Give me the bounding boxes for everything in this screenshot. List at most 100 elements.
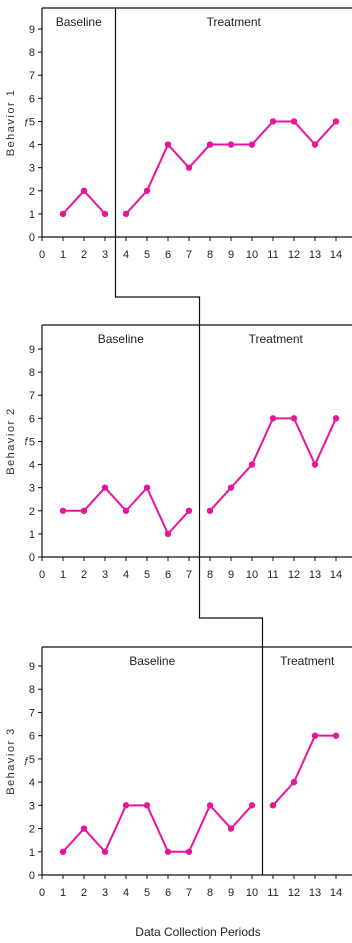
- data-point: [311, 141, 319, 148]
- data-point: [332, 732, 340, 739]
- x-tick-label: 5: [144, 249, 150, 261]
- data-point: [206, 802, 214, 809]
- y-tick-label: 0: [29, 552, 35, 564]
- y-tick-label: 3: [29, 800, 35, 812]
- y-tick-label: 5: [29, 116, 35, 128]
- x-tick-label: 3: [102, 569, 108, 581]
- data-point: [164, 848, 172, 855]
- data-point: [80, 825, 88, 832]
- y-tick-label: 0: [29, 232, 35, 244]
- data-point: [248, 141, 256, 148]
- phase-label-baseline: Baseline: [129, 654, 175, 668]
- x-tick-label: 3: [102, 887, 108, 899]
- x-tick-label: 7: [186, 249, 192, 261]
- y-tick-label: 8: [29, 47, 35, 59]
- x-tick-label: 10: [246, 887, 258, 899]
- x-tick-label: 5: [144, 887, 150, 899]
- data-point: [143, 802, 151, 809]
- y-tick-label: 0: [29, 870, 35, 882]
- data-point: [143, 187, 151, 194]
- data-point: [80, 507, 88, 514]
- x-tick-label: 13: [309, 569, 321, 581]
- data-point: [206, 507, 214, 514]
- x-tick-label: 9: [228, 569, 234, 581]
- y-tick-label: 2: [29, 186, 35, 198]
- x-tick-label: 8: [207, 249, 213, 261]
- data-point: [290, 415, 298, 422]
- phase-label-treatment: Treatment: [280, 654, 335, 668]
- y-tick-label: 8: [29, 684, 35, 696]
- y-tick-label: 1: [29, 209, 35, 221]
- y-tick-label: 3: [29, 163, 35, 175]
- data-point: [269, 415, 277, 422]
- data-point: [59, 507, 67, 514]
- treatment-series-line: [125, 120, 337, 215]
- phase-label-baseline: Baseline: [98, 332, 144, 346]
- data-point: [227, 141, 235, 148]
- data-point: [332, 415, 340, 422]
- phase-label-treatment: Treatment: [207, 15, 262, 29]
- data-point: [101, 484, 109, 491]
- y-tick-label: 8: [29, 367, 35, 379]
- x-tick-label: 8: [207, 569, 213, 581]
- y-tick-label: 9: [29, 344, 35, 356]
- y-tick-label: 3: [29, 483, 35, 495]
- data-point: [164, 530, 172, 538]
- data-point: [122, 507, 130, 514]
- y-tick-label: 7: [29, 707, 35, 719]
- x-tick-label: 5: [144, 569, 150, 581]
- phase-label-treatment: Treatment: [249, 332, 304, 346]
- x-tick-label: 0: [39, 887, 45, 899]
- x-tick-label: 13: [309, 887, 321, 899]
- y-tick-label: 5: [29, 754, 35, 766]
- x-tick-label: 10: [246, 249, 258, 261]
- y-tick-label: 6: [29, 731, 35, 743]
- y-tick-label: 9: [29, 661, 35, 673]
- data-point: [248, 802, 256, 809]
- x-tick-label: 6: [165, 887, 171, 899]
- baseline-series-line: [62, 803, 253, 854]
- x-tick-label: 14: [330, 249, 342, 261]
- x-tick-label: 10: [246, 569, 258, 581]
- y-axis-label: Behavior 1: [5, 89, 17, 157]
- x-tick-label: 9: [228, 249, 234, 261]
- x-tick-label: 8: [207, 887, 213, 899]
- y-tick-label: 7: [29, 390, 35, 402]
- x-tick-label: 1: [60, 569, 66, 581]
- data-point: [311, 461, 319, 468]
- x-tick-label: 12: [288, 249, 300, 261]
- x-tick-label: 14: [330, 569, 342, 581]
- data-point: [59, 210, 67, 218]
- x-tick-label: 11: [267, 249, 278, 261]
- x-tick-label: 12: [288, 569, 300, 581]
- data-point: [185, 164, 193, 171]
- x-tick-label: 14: [330, 887, 342, 899]
- data-point: [80, 187, 88, 194]
- y-axis-unit-f: f: [24, 756, 28, 768]
- data-point: [101, 848, 109, 855]
- x-tick-label: 4: [123, 887, 129, 899]
- x-tick-label: 4: [123, 569, 129, 581]
- data-point: [59, 848, 67, 855]
- treatment-series-line: [272, 734, 336, 807]
- y-tick-label: 1: [29, 847, 35, 859]
- y-tick-label: 7: [29, 70, 35, 82]
- y-axis-label: Behavior 2: [5, 407, 17, 475]
- y-tick-label: 6: [29, 93, 35, 105]
- phase-label-baseline: Baseline: [56, 15, 102, 29]
- data-point: [269, 802, 277, 809]
- y-axis-unit-f: f: [24, 118, 28, 130]
- y-tick-label: 1: [29, 529, 35, 541]
- y-tick-label: 9: [29, 24, 35, 36]
- x-tick-label: 0: [39, 249, 45, 261]
- y-tick-label: 4: [29, 460, 35, 472]
- data-point: [332, 118, 340, 125]
- baseline-series-line: [62, 189, 106, 215]
- y-tick-label: 4: [29, 777, 35, 789]
- x-tick-label: 6: [165, 569, 171, 581]
- x-tick-label: 1: [60, 887, 66, 899]
